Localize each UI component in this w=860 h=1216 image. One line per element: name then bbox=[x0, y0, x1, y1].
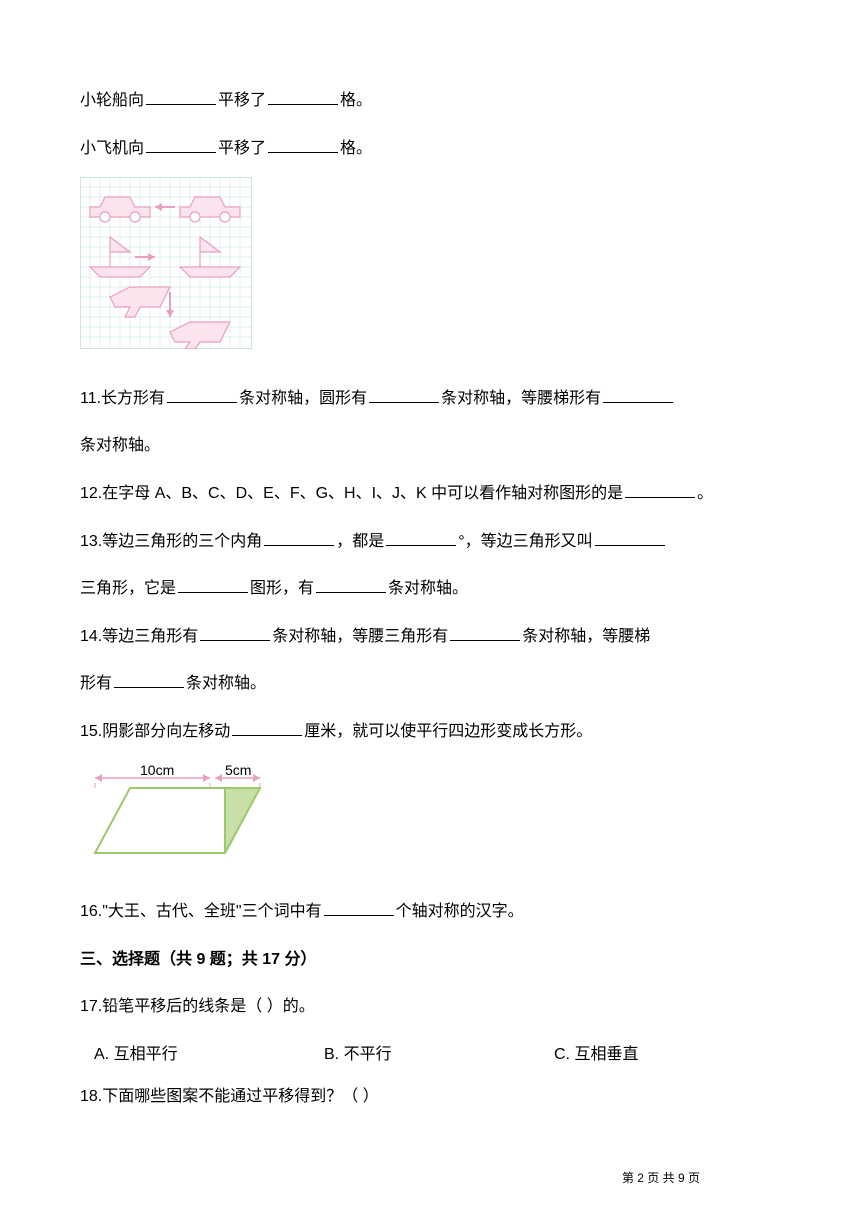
text: 条对称轴，等腰梯形有 bbox=[441, 390, 601, 407]
text: 条对称轴，圆形有 bbox=[239, 390, 367, 407]
text: 条对称轴。 bbox=[388, 580, 468, 597]
blank bbox=[324, 897, 394, 916]
question-18: 18.下面哪些图案不能通过平移得到？（ ） bbox=[80, 1076, 780, 1118]
text: 条对称轴。 bbox=[80, 437, 160, 454]
question-15: 15.阴影部分向左移动 厘米，就可以使平行四边形变成长方形。 bbox=[80, 711, 780, 753]
text: 15.阴影部分向左移动 bbox=[80, 723, 230, 740]
text: 平移了 bbox=[218, 92, 266, 109]
page-footer: 第 2 页 共 9 页 bbox=[622, 1169, 700, 1186]
blank bbox=[146, 133, 216, 152]
choice-c: C. 互相垂直 bbox=[554, 1034, 638, 1076]
question-11-cont: 条对称轴。 bbox=[80, 425, 780, 467]
question-17: 17.铅笔平移后的线条是（ ）的。 bbox=[80, 986, 780, 1028]
text: 格。 bbox=[340, 140, 372, 157]
text: 条对称轴，等腰三角形有 bbox=[272, 628, 448, 645]
text: 三角形，它是 bbox=[80, 580, 176, 597]
text: 图形，有 bbox=[250, 580, 314, 597]
blank bbox=[167, 384, 237, 403]
line-boat: 小轮船向 平移了 格。 bbox=[80, 80, 780, 122]
text: 平移了 bbox=[218, 140, 266, 157]
text: 14.等边三角形有 bbox=[80, 628, 198, 645]
blank bbox=[178, 574, 248, 593]
text: 条对称轴，等腰梯 bbox=[522, 628, 650, 645]
question-13-cont: 三角形，它是 图形，有 条对称轴。 bbox=[80, 568, 780, 610]
text: 16."大王、古代、全班"三个词中有 bbox=[80, 903, 322, 920]
question-13: 13.等边三角形的三个内角 ，都是 °，等边三角形又叫 bbox=[80, 521, 780, 563]
text: 形有 bbox=[80, 675, 112, 692]
question-17-choices: A. 互相平行 B. 不平行 C. 互相垂直 bbox=[94, 1034, 780, 1076]
text: 格。 bbox=[340, 92, 372, 109]
question-16: 16."大王、古代、全班"三个词中有 个轴对称的汉字。 bbox=[80, 891, 780, 933]
blank bbox=[595, 526, 665, 545]
blank bbox=[450, 622, 520, 641]
text: 厘米，就可以使平行四边形变成长方形。 bbox=[304, 723, 592, 740]
choice-a: A. 互相平行 bbox=[94, 1034, 324, 1076]
text: 。 bbox=[697, 485, 713, 502]
line-plane: 小飞机向 平移了 格。 bbox=[80, 128, 780, 170]
dim-label-10cm: 10cm bbox=[140, 763, 174, 778]
section-3-title: 三、选择题（共 9 题；共 17 分） bbox=[80, 939, 780, 981]
blank bbox=[386, 526, 456, 545]
blank bbox=[603, 384, 673, 403]
parallelogram-figure: 10cm 5cm bbox=[80, 763, 780, 880]
text: 17.铅笔平移后的线条是（ ）的。 bbox=[80, 998, 315, 1015]
text: ，都是 bbox=[336, 533, 384, 550]
grid-translation-figure bbox=[80, 177, 780, 366]
text: 13.等边三角形的三个内角 bbox=[80, 533, 262, 550]
blank bbox=[146, 86, 216, 105]
blank bbox=[316, 574, 386, 593]
blank bbox=[232, 717, 302, 736]
question-12: 12.在字母 A、B、C、D、E、F、G、H、I、J、K 中可以看作轴对称图形的… bbox=[80, 473, 780, 515]
blank bbox=[268, 133, 338, 152]
question-14: 14.等边三角形有 条对称轴，等腰三角形有 条对称轴，等腰梯 bbox=[80, 616, 780, 658]
blank bbox=[625, 479, 695, 498]
question-11: 11.长方形有 条对称轴，圆形有 条对称轴，等腰梯形有 bbox=[80, 378, 780, 420]
text: 个轴对称的汉字。 bbox=[396, 903, 524, 920]
document-content: 小轮船向平移了格。 小飞机向平移了格。 bbox=[80, 80, 780, 1117]
text: 条对称轴。 bbox=[186, 675, 266, 692]
text: 18.下面哪些图案不能通过平移得到？（ ） bbox=[80, 1088, 379, 1105]
text: °，等边三角形又叫 bbox=[458, 533, 592, 550]
blank bbox=[200, 622, 270, 641]
question-14-cont: 形有 条对称轴。 bbox=[80, 663, 780, 705]
blank bbox=[369, 384, 439, 403]
dim-label-5cm: 5cm bbox=[225, 763, 251, 778]
text: 三、选择题（共 9 题；共 17 分） bbox=[80, 951, 316, 968]
text: 小飞机向 bbox=[80, 140, 144, 157]
text: 11.长方形有 bbox=[80, 390, 165, 407]
blank bbox=[114, 669, 184, 688]
choice-b: B. 不平行 bbox=[324, 1034, 554, 1076]
text: 12.在字母 A、B、C、D、E、F、G、H、I、J、K 中可以看作轴对称图形的… bbox=[80, 485, 623, 502]
text: 小轮船向 bbox=[80, 92, 144, 109]
blank bbox=[268, 86, 338, 105]
blank bbox=[264, 526, 334, 545]
